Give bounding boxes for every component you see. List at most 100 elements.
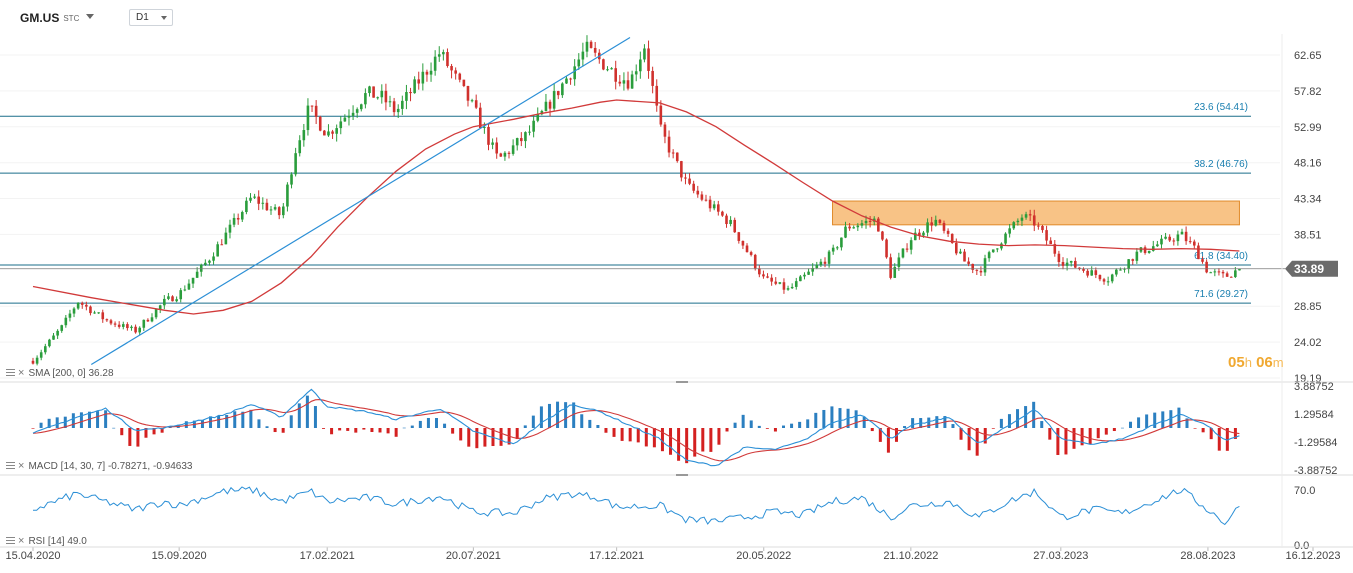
candle bbox=[639, 51, 642, 79]
candle-body bbox=[864, 220, 868, 224]
candle-body bbox=[187, 283, 191, 290]
price-tick-label: 57.82 bbox=[1294, 86, 1322, 98]
macd-histogram-bar bbox=[717, 428, 721, 445]
candle bbox=[388, 95, 392, 108]
price-tick-label: 62.65 bbox=[1294, 50, 1322, 62]
candle bbox=[1229, 276, 1233, 278]
trendline-line[interactable] bbox=[90, 37, 631, 366]
symbol-selector[interactable]: GM.US STC bbox=[20, 11, 79, 25]
candle-body bbox=[39, 352, 43, 358]
candle-body bbox=[659, 105, 663, 125]
candle bbox=[126, 322, 129, 331]
candle-body bbox=[1131, 259, 1135, 261]
trendline[interactable] bbox=[90, 37, 631, 366]
candle-body bbox=[56, 330, 59, 336]
candle bbox=[848, 223, 851, 231]
timeframe-select[interactable]: D1 bbox=[129, 9, 173, 26]
macd-histogram-bar bbox=[362, 428, 366, 430]
panel-resize-handle[interactable] bbox=[676, 474, 688, 476]
candle-body bbox=[245, 200, 248, 213]
candle bbox=[774, 277, 778, 286]
candle-body bbox=[294, 153, 297, 175]
macd-histogram-bar bbox=[1209, 428, 1213, 440]
candle bbox=[946, 228, 950, 237]
candle bbox=[187, 279, 191, 291]
chevron-down-icon[interactable] bbox=[86, 14, 94, 19]
close-icon[interactable]: × bbox=[18, 535, 25, 547]
panel-resize-handle[interactable] bbox=[676, 381, 688, 383]
macd-histogram-bar bbox=[790, 423, 794, 428]
candle bbox=[753, 253, 757, 271]
candle-body bbox=[487, 126, 490, 145]
candle-body bbox=[1041, 225, 1044, 231]
candle bbox=[245, 197, 248, 215]
candle-body bbox=[1000, 243, 1003, 249]
candle-body bbox=[44, 346, 47, 353]
panel-dividers[interactable] bbox=[0, 34, 1353, 548]
candle bbox=[868, 216, 872, 228]
candle bbox=[1008, 224, 1011, 238]
candle bbox=[881, 230, 884, 241]
candle bbox=[684, 173, 687, 185]
macd-tick-label: -1.29584 bbox=[1294, 437, 1337, 449]
candle-body bbox=[794, 281, 798, 287]
candle-body bbox=[1193, 241, 1196, 246]
candle bbox=[1020, 214, 1024, 227]
candle-body bbox=[803, 274, 806, 277]
close-icon[interactable]: × bbox=[18, 367, 25, 379]
candle-body bbox=[1115, 269, 1118, 275]
candle bbox=[889, 253, 892, 280]
candle-body bbox=[528, 131, 531, 133]
macd-histogram-bar bbox=[564, 402, 568, 428]
candle-body bbox=[409, 92, 412, 94]
candle-body bbox=[758, 268, 761, 275]
macd-histogram-bar bbox=[217, 415, 221, 428]
macd-histogram-bar bbox=[515, 428, 519, 440]
settings-icon[interactable] bbox=[6, 369, 15, 376]
candle bbox=[909, 237, 913, 255]
close-icon[interactable]: × bbox=[18, 460, 25, 472]
candle-body bbox=[1234, 270, 1237, 278]
macd-histogram-bar bbox=[959, 428, 963, 440]
candle-body bbox=[827, 251, 831, 264]
candle-body bbox=[946, 230, 950, 234]
macd-histogram-bar bbox=[685, 428, 689, 464]
candle-body bbox=[983, 258, 987, 273]
candle-body bbox=[163, 298, 166, 306]
countdown-minutes-unit: m bbox=[1272, 355, 1284, 370]
candle-body bbox=[634, 71, 638, 75]
candle bbox=[462, 79, 466, 88]
candle-body bbox=[889, 257, 892, 278]
candle-body bbox=[396, 108, 400, 113]
rsi-tick-label: 70.0 bbox=[1294, 485, 1315, 497]
candle-body bbox=[815, 264, 819, 269]
candle bbox=[975, 269, 979, 275]
macd-histogram-bar bbox=[1032, 401, 1036, 428]
candle-body bbox=[1008, 228, 1011, 234]
candle bbox=[499, 152, 503, 157]
resistance-zone-rect[interactable] bbox=[832, 200, 1240, 226]
candle bbox=[581, 42, 585, 67]
candle-body bbox=[680, 161, 683, 178]
rsi-legend-label: RSI bbox=[28, 536, 48, 547]
candle bbox=[548, 99, 552, 117]
candle-body bbox=[175, 299, 178, 302]
settings-icon[interactable] bbox=[6, 462, 15, 469]
settings-icon[interactable] bbox=[6, 537, 15, 544]
candle-body bbox=[376, 97, 379, 99]
rsi-legend: × RSI [14] 49.0 bbox=[6, 535, 87, 547]
candle bbox=[478, 102, 482, 129]
candle bbox=[585, 35, 589, 58]
macd-histogram-bar bbox=[459, 428, 463, 441]
sma-line[interactable] bbox=[32, 99, 1240, 315]
candle bbox=[614, 60, 618, 90]
candle-body bbox=[35, 357, 39, 364]
candle-body bbox=[228, 224, 232, 233]
time-tick-label: 15.04.2020 bbox=[5, 550, 60, 562]
candle-body bbox=[926, 222, 929, 233]
macd-histogram-bar bbox=[1129, 421, 1133, 428]
candle-body bbox=[216, 244, 219, 257]
macd-histogram-bar bbox=[281, 428, 285, 433]
candle bbox=[1193, 239, 1196, 249]
